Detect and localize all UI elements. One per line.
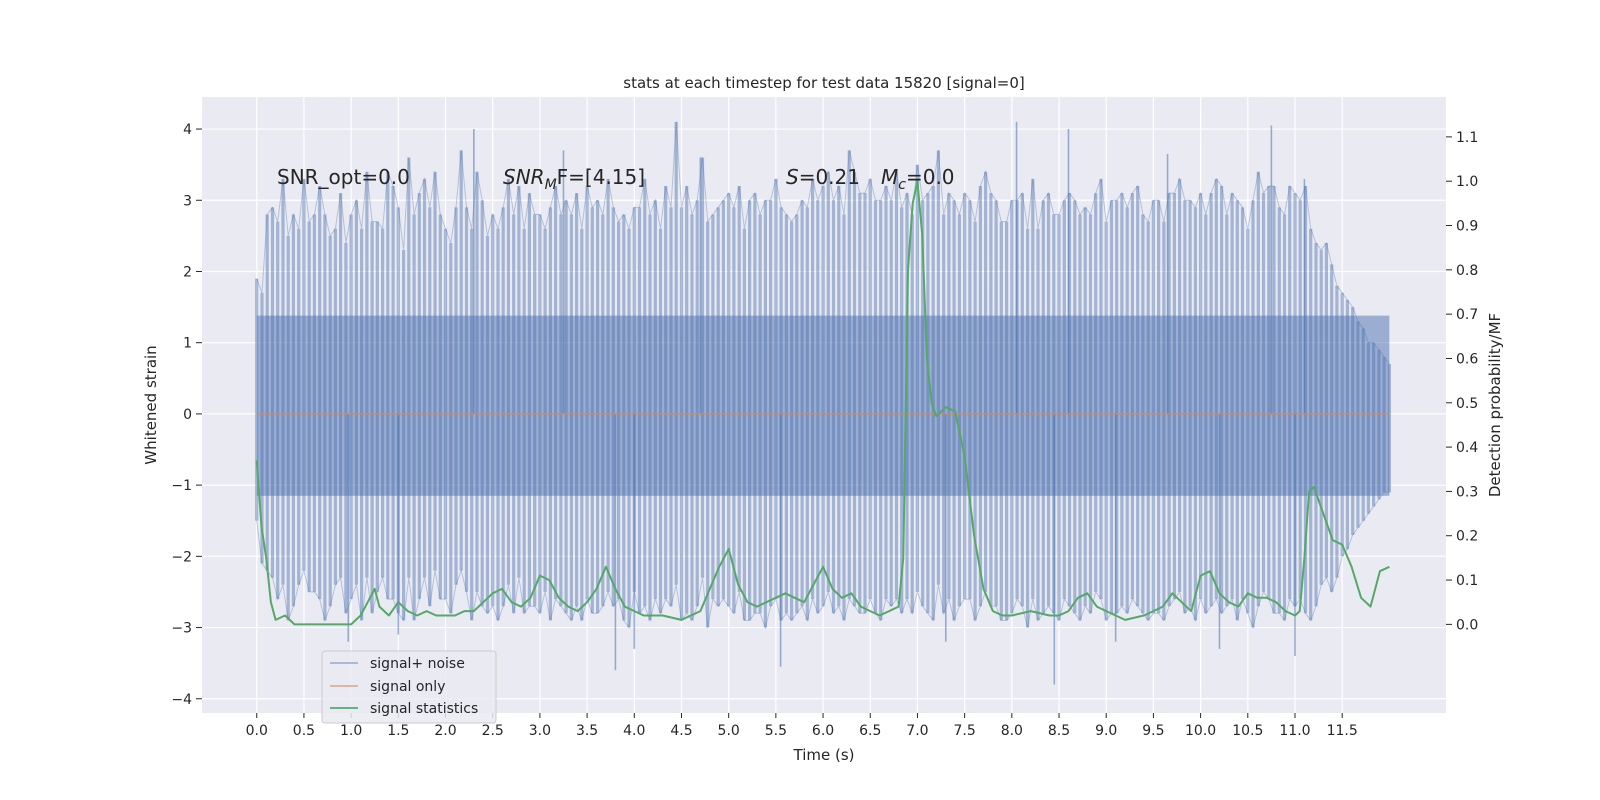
x-tick-label: 11.5 <box>1327 723 1358 739</box>
y-tick-label-left: −2 <box>171 549 192 565</box>
x-tick-label: 3.5 <box>576 723 598 739</box>
legend-label-noise: signal+ noise <box>370 656 465 672</box>
x-tick-label: 6.0 <box>812 723 834 739</box>
y-tick-label-left: 4 <box>183 122 192 138</box>
noise-upper-contour <box>256 121 1390 365</box>
x-tick-label: 4.0 <box>623 723 645 739</box>
y-tick-label-right: 0.5 <box>1456 396 1478 412</box>
y-tick-label-right: 0.6 <box>1456 351 1478 367</box>
y-tick-label-right: 0.7 <box>1456 307 1478 323</box>
annotation-s-rest: =0.21 <box>799 165 860 189</box>
x-tick-label: 7.5 <box>954 723 976 739</box>
annotation-s-main: S <box>786 165 799 189</box>
x-tick-label: 5.5 <box>765 723 787 739</box>
x-tick-label: 0.0 <box>246 723 268 739</box>
x-tick-label: 11.0 <box>1279 723 1310 739</box>
y-tick-label-right: 0.4 <box>1456 440 1478 456</box>
y-tick-label-right: 0.1 <box>1456 573 1478 589</box>
y-tick-label-right: 1.1 <box>1456 130 1478 146</box>
annotation-snr-mf: SNRMF=[4.15] <box>503 165 645 193</box>
stats-line <box>255 180 1390 626</box>
y-axis-left-label: Whitened strain <box>142 345 160 464</box>
y-tick-label-left: 3 <box>183 193 192 209</box>
y-tick-label-right: 0.2 <box>1456 529 1478 545</box>
y-tick-label-left: 0 <box>183 407 192 423</box>
y-tick-label-left: −3 <box>171 621 192 637</box>
x-tick-label: 8.5 <box>1048 723 1070 739</box>
x-tick-label: 9.0 <box>1095 723 1117 739</box>
x-tick-label: 1.5 <box>387 723 409 739</box>
x-tick-label: 0.5 <box>293 723 315 739</box>
annotation-mc: Mc=0.0 <box>881 165 955 193</box>
legend-box <box>321 650 497 724</box>
x-tick-label: 2.0 <box>434 723 456 739</box>
annotation-s: S=0.21 <box>786 165 860 189</box>
annotation-snr-mf-rest: F=[4.15] <box>557 165 645 189</box>
y-tick-label-right: 0.3 <box>1456 484 1478 500</box>
y-tick-label-left: 2 <box>183 264 192 280</box>
x-tick-label: 3.0 <box>529 723 551 739</box>
x-tick-label: 4.5 <box>670 723 692 739</box>
y-tick-label-right: 0.8 <box>1456 263 1478 279</box>
x-tick-label: 8.0 <box>1001 723 1023 739</box>
annotation-mc-sub: c <box>898 177 906 193</box>
x-tick-label: 5.0 <box>718 723 740 739</box>
annotation-snr-mf-sub: M <box>545 177 557 193</box>
y-tick-label-right: 0.0 <box>1456 617 1478 633</box>
x-tick-label: 7.0 <box>906 723 928 739</box>
x-tick-label: 6.5 <box>859 723 881 739</box>
annotation-mc-main: M <box>881 165 898 189</box>
noise-lower-contour <box>256 491 1390 630</box>
legend-label-signal: signal only <box>370 679 445 695</box>
annotation-snr-mf-main: SNR <box>503 165 545 189</box>
x-tick-label: 1.0 <box>340 723 362 739</box>
x-axis-label: Time (s) <box>793 746 855 764</box>
x-tick-label: 2.5 <box>482 723 504 739</box>
x-tick-label: 10.0 <box>1185 723 1216 739</box>
x-tick-label: 9.5 <box>1142 723 1164 739</box>
y-tick-label-left: 1 <box>183 336 192 352</box>
chart-title: stats at each timestep for test data 158… <box>623 74 1024 92</box>
legend: signal+ noise signal only signal statist… <box>321 650 497 724</box>
annotation-mc-rest: =0.0 <box>906 165 955 189</box>
noise-core-band <box>256 315 1390 496</box>
x-tick-label: 10.5 <box>1232 723 1263 739</box>
y-tick-label-right: 0.9 <box>1456 219 1478 235</box>
annotation-snr-opt: SNR_opt=0.0 <box>277 165 410 189</box>
x-axis: 0.0 0.5 1.0 1.5 2.0 2.5 3.0 3.5 4.0 4.5 5.0 5.5 6.0 6… <box>246 713 1358 739</box>
series-signal-statistics <box>255 180 1390 626</box>
y-tick-label-left: −1 <box>171 478 192 494</box>
y-axis-right: 1.1 1.0 0.9 0.8 0.7 0.6 0.5 0.4 0.3 0.2 0.1 0.0 <box>1446 130 1478 633</box>
y-tick-label-right: 1.0 <box>1456 174 1478 190</box>
y-tick-label-left: −4 <box>171 692 192 708</box>
series-signal-noise <box>255 121 1391 685</box>
legend-label-stats: signal statistics <box>370 701 478 717</box>
y-axis-right-label: Detection probability/MF <box>1486 313 1504 497</box>
y-axis-left: 4 3 2 1 0 −1 −2 −3 −4 <box>171 122 202 708</box>
